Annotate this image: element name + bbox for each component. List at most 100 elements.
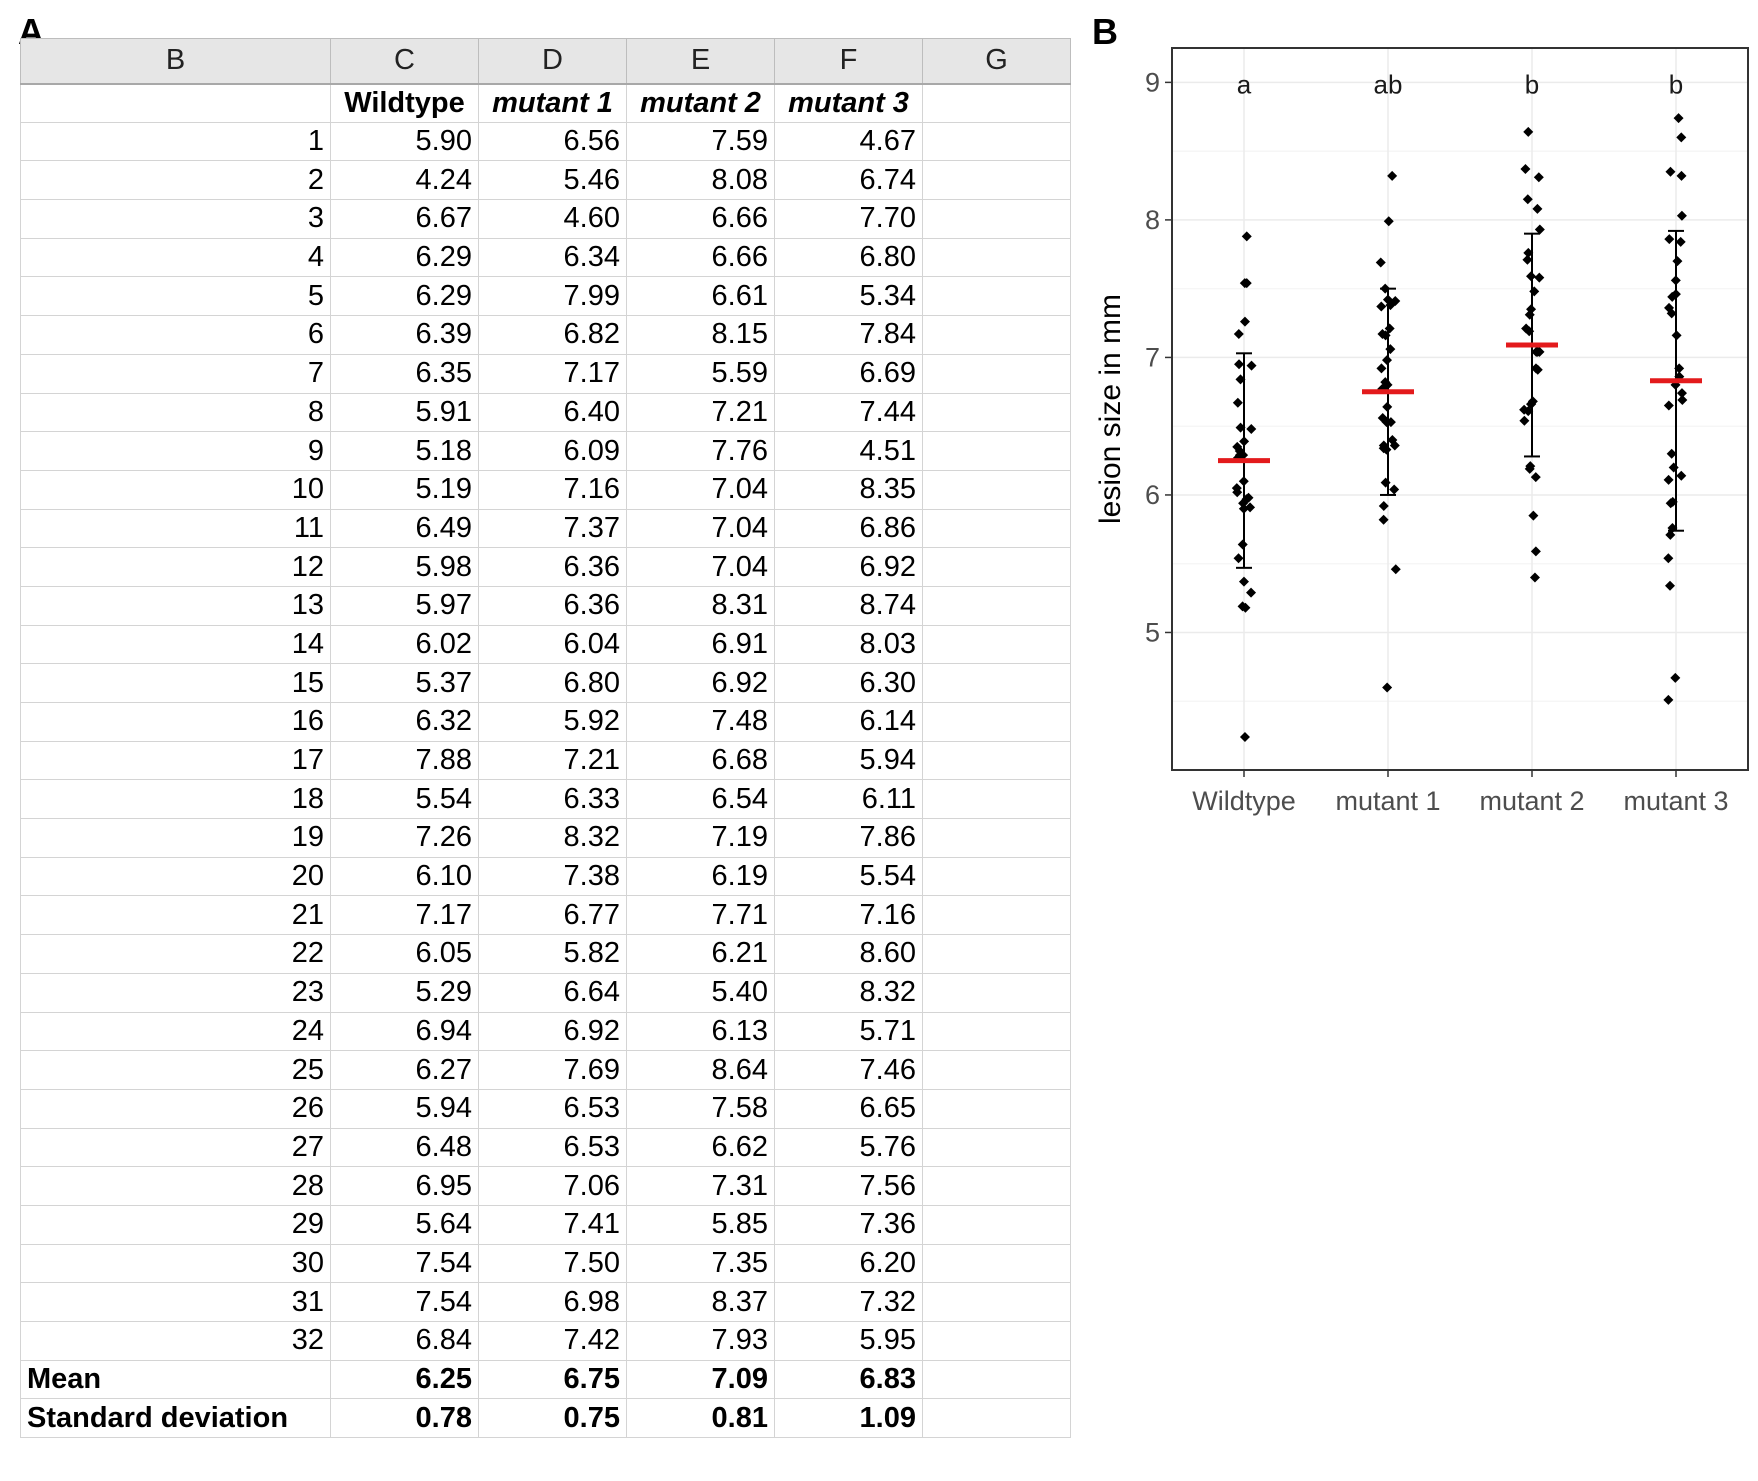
value-cell[interactable]: 6.49 xyxy=(330,508,479,549)
row-index-cell[interactable]: 20 xyxy=(20,856,331,897)
value-cell[interactable]: 6.91 xyxy=(626,624,775,665)
cell[interactable] xyxy=(922,856,1071,897)
value-cell[interactable]: 5.40 xyxy=(626,972,775,1013)
value-cell[interactable]: 6.92 xyxy=(478,1011,627,1052)
row-index-cell[interactable]: 17 xyxy=(20,740,331,781)
row-index-cell[interactable]: 32 xyxy=(20,1321,331,1361)
cell[interactable] xyxy=(922,740,1071,781)
cell[interactable] xyxy=(922,83,1071,123)
cell[interactable] xyxy=(922,547,1071,587)
sd-row-value[interactable]: 0.81 xyxy=(626,1398,775,1439)
mean-row-value[interactable]: 7.09 xyxy=(626,1359,775,1400)
row-index-cell[interactable]: 29 xyxy=(20,1204,331,1245)
value-cell[interactable]: 6.02 xyxy=(330,624,479,665)
cell[interactable] xyxy=(922,818,1071,858)
mean-row-value[interactable]: 6.75 xyxy=(478,1359,627,1400)
value-cell[interactable]: 7.50 xyxy=(478,1243,627,1284)
value-cell[interactable]: 6.68 xyxy=(626,740,775,781)
value-cell[interactable]: 5.76 xyxy=(774,1127,923,1168)
cell[interactable] xyxy=(922,1011,1071,1052)
mean-row-value[interactable]: 6.25 xyxy=(330,1359,479,1400)
group-header-mutant-3[interactable]: mutant 3 xyxy=(774,83,923,123)
cell[interactable] xyxy=(922,1282,1071,1322)
cell[interactable] xyxy=(922,1398,1071,1439)
row-index-cell[interactable]: 15 xyxy=(20,663,331,703)
value-cell[interactable]: 6.34 xyxy=(478,237,627,278)
cell[interactable] xyxy=(922,431,1071,471)
value-cell[interactable]: 6.36 xyxy=(478,585,627,626)
group-header-mutant-2[interactable]: mutant 2 xyxy=(626,83,775,123)
value-cell[interactable]: 7.04 xyxy=(626,469,775,510)
value-cell[interactable]: 6.65 xyxy=(774,1088,923,1129)
value-cell[interactable]: 6.29 xyxy=(330,276,479,317)
cell[interactable] xyxy=(922,1359,1071,1400)
column-header-c[interactable]: C xyxy=(330,38,479,85)
cell[interactable] xyxy=(922,702,1071,742)
row-index-cell[interactable]: 2 xyxy=(20,160,331,201)
cell[interactable] xyxy=(922,160,1071,201)
value-cell[interactable]: 5.29 xyxy=(330,972,479,1013)
row-index-cell[interactable]: 16 xyxy=(20,702,331,742)
cell[interactable] xyxy=(922,237,1071,278)
cell[interactable] xyxy=(922,392,1071,433)
value-cell[interactable]: 8.32 xyxy=(478,818,627,858)
value-cell[interactable]: 6.20 xyxy=(774,1243,923,1284)
value-cell[interactable]: 5.34 xyxy=(774,276,923,317)
cell[interactable] xyxy=(922,779,1071,820)
value-cell[interactable]: 6.67 xyxy=(330,199,479,239)
value-cell[interactable]: 6.09 xyxy=(478,431,627,471)
value-cell[interactable]: 5.46 xyxy=(478,160,627,201)
value-cell[interactable]: 5.18 xyxy=(330,431,479,471)
value-cell[interactable]: 7.04 xyxy=(626,508,775,549)
value-cell[interactable]: 8.31 xyxy=(626,585,775,626)
value-cell[interactable]: 8.08 xyxy=(626,160,775,201)
value-cell[interactable]: 6.29 xyxy=(330,237,479,278)
value-cell[interactable]: 6.54 xyxy=(626,779,775,820)
value-cell[interactable]: 6.40 xyxy=(478,392,627,433)
value-cell[interactable]: 7.56 xyxy=(774,1166,923,1206)
value-cell[interactable]: 5.19 xyxy=(330,469,479,510)
row-index-cell[interactable]: 18 xyxy=(20,779,331,820)
value-cell[interactable]: 7.06 xyxy=(478,1166,627,1206)
value-cell[interactable]: 6.66 xyxy=(626,237,775,278)
sd-row-value[interactable]: 0.75 xyxy=(478,1398,627,1439)
value-cell[interactable]: 7.26 xyxy=(330,818,479,858)
value-cell[interactable]: 4.60 xyxy=(478,199,627,239)
cell[interactable] xyxy=(922,276,1071,317)
value-cell[interactable]: 6.84 xyxy=(330,1321,479,1361)
value-cell[interactable]: 8.74 xyxy=(774,585,923,626)
value-cell[interactable]: 6.62 xyxy=(626,1127,775,1168)
value-cell[interactable]: 6.53 xyxy=(478,1127,627,1168)
value-cell[interactable]: 5.95 xyxy=(774,1321,923,1361)
value-cell[interactable]: 6.61 xyxy=(626,276,775,317)
value-cell[interactable]: 7.99 xyxy=(478,276,627,317)
value-cell[interactable]: 7.35 xyxy=(626,1243,775,1284)
value-cell[interactable]: 6.95 xyxy=(330,1166,479,1206)
group-header-wildtype[interactable]: Wildtype xyxy=(330,83,479,123)
value-cell[interactable]: 6.30 xyxy=(774,663,923,703)
row-index-cell[interactable]: 9 xyxy=(20,431,331,471)
row-index-cell[interactable]: 28 xyxy=(20,1166,331,1206)
value-cell[interactable]: 6.56 xyxy=(478,121,627,162)
cell[interactable] xyxy=(922,1204,1071,1245)
value-cell[interactable]: 6.80 xyxy=(774,237,923,278)
value-cell[interactable]: 6.66 xyxy=(626,199,775,239)
cell[interactable] xyxy=(922,1166,1071,1206)
value-cell[interactable]: 6.27 xyxy=(330,1050,479,1090)
value-cell[interactable]: 7.76 xyxy=(626,431,775,471)
row-index-cell[interactable]: 24 xyxy=(20,1011,331,1052)
cell[interactable] xyxy=(922,972,1071,1013)
value-cell[interactable]: 7.88 xyxy=(330,740,479,781)
value-cell[interactable]: 6.86 xyxy=(774,508,923,549)
row-index-cell[interactable]: 6 xyxy=(20,315,331,355)
row-index-cell[interactable]: 26 xyxy=(20,1088,331,1129)
value-cell[interactable]: 4.24 xyxy=(330,160,479,201)
value-cell[interactable]: 5.82 xyxy=(478,934,627,974)
cell[interactable] xyxy=(922,895,1071,936)
value-cell[interactable]: 7.41 xyxy=(478,1204,627,1245)
value-cell[interactable]: 7.04 xyxy=(626,547,775,587)
value-cell[interactable]: 5.91 xyxy=(330,392,479,433)
value-cell[interactable]: 6.19 xyxy=(626,856,775,897)
row-index-cell[interactable]: 8 xyxy=(20,392,331,433)
value-cell[interactable]: 6.21 xyxy=(626,934,775,974)
